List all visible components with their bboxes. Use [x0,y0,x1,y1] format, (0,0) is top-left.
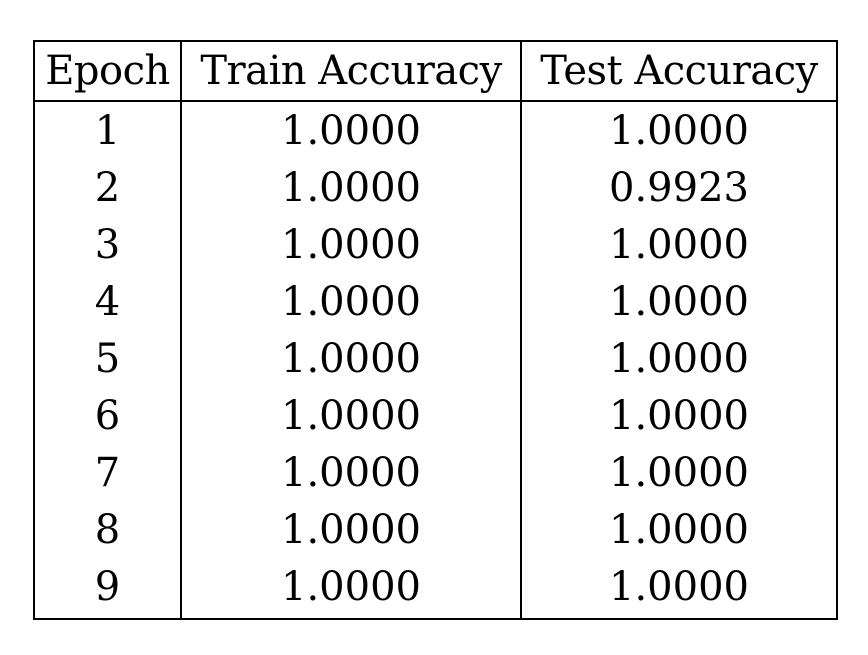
cell-train-accuracy: 1.0000 [180,559,522,619]
cell-train-accuracy: 1.0000 [180,274,522,331]
cell-epoch: 1 [33,101,182,160]
cell-train-accuracy: 1.0000 [180,388,522,445]
header-row: Epoch Train Accuracy Test Accuracy [33,41,838,102]
table-row: 6 1.0000 1.0000 [33,388,838,445]
cell-epoch: 2 [33,160,182,217]
header-train-accuracy: Train Accuracy [180,41,522,102]
table-row: 2 1.0000 0.9923 [33,160,838,217]
table-body: 1 1.0000 1.0000 2 1.0000 0.9923 3 1.0000… [33,101,838,619]
cell-test-accuracy: 1.0000 [520,559,838,619]
header-test-accuracy: Test Accuracy [520,41,838,102]
table-row: 8 1.0000 1.0000 [33,502,838,559]
cell-epoch: 6 [33,388,182,445]
cell-train-accuracy: 1.0000 [180,160,522,217]
table-header: Epoch Train Accuracy Test Accuracy [33,41,838,102]
table-row: 9 1.0000 1.0000 [33,559,838,619]
accuracy-table-container: Epoch Train Accuracy Test Accuracy 1 1.0… [33,40,838,620]
cell-train-accuracy: 1.0000 [180,445,522,502]
header-epoch: Epoch [33,41,182,102]
cell-test-accuracy: 1.0000 [520,331,838,388]
table-row: 3 1.0000 1.0000 [33,217,838,274]
cell-test-accuracy: 1.0000 [520,101,838,160]
cell-epoch: 8 [33,502,182,559]
table-row: 1 1.0000 1.0000 [33,101,838,160]
table-row: 7 1.0000 1.0000 [33,445,838,502]
cell-train-accuracy: 1.0000 [180,502,522,559]
cell-epoch: 7 [33,445,182,502]
table-row: 5 1.0000 1.0000 [33,331,838,388]
cell-train-accuracy: 1.0000 [180,217,522,274]
cell-test-accuracy: 1.0000 [520,217,838,274]
cell-train-accuracy: 1.0000 [180,101,522,160]
cell-test-accuracy: 1.0000 [520,445,838,502]
cell-epoch: 4 [33,274,182,331]
cell-test-accuracy: 0.9923 [520,160,838,217]
cell-train-accuracy: 1.0000 [180,331,522,388]
cell-epoch: 9 [33,559,182,619]
table-row: 4 1.0000 1.0000 [33,274,838,331]
cell-test-accuracy: 1.0000 [520,388,838,445]
accuracy-table: Epoch Train Accuracy Test Accuracy 1 1.0… [33,40,838,620]
cell-epoch: 5 [33,331,182,388]
cell-epoch: 3 [33,217,182,274]
cell-test-accuracy: 1.0000 [520,274,838,331]
cell-test-accuracy: 1.0000 [520,502,838,559]
